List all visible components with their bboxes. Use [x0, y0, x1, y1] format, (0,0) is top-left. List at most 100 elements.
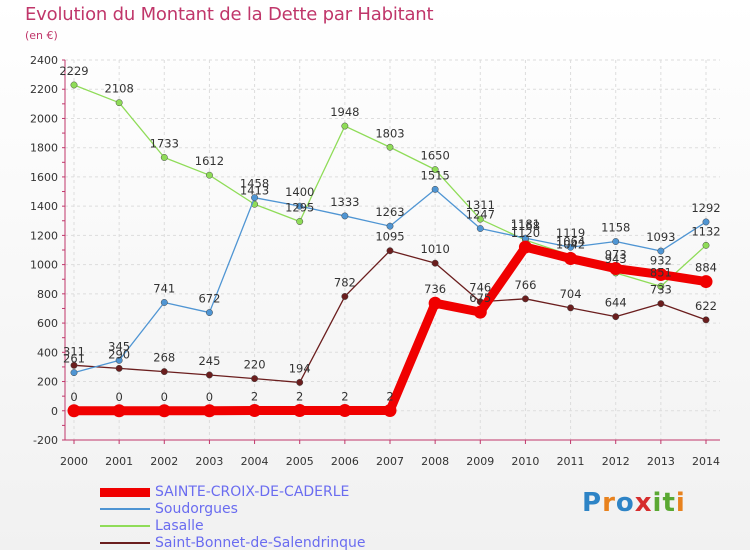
data-point [657, 282, 665, 290]
data-label: 1733 [150, 136, 179, 150]
data-point [296, 202, 304, 210]
chart-subtitle: (en €) [25, 29, 58, 42]
data-label: 0 [70, 390, 77, 404]
data-point [657, 300, 665, 308]
data-label: 932 [650, 254, 672, 268]
data-label: 622 [695, 299, 717, 313]
data-point [473, 305, 487, 319]
data-label: 2229 [59, 64, 88, 78]
legend-label: SAINTE-CROIX-DE-CADERLE [155, 484, 350, 500]
data-label: 1515 [421, 168, 450, 182]
data-point [431, 166, 439, 174]
data-label: 1093 [646, 230, 675, 244]
data-point [115, 99, 123, 107]
chart-title: Evolution du Montant de la Dette par Hab… [25, 4, 434, 25]
data-point [296, 218, 304, 225]
legend-swatch [100, 542, 150, 544]
data-point [476, 225, 484, 232]
data-point [702, 218, 710, 226]
data-label: 1247 [466, 208, 495, 222]
data-label: 736 [424, 282, 446, 296]
data-point [296, 378, 304, 386]
series-0 [70, 247, 710, 386]
logo-letter: o [615, 488, 635, 518]
y-tick-label: 1200 [30, 229, 58, 242]
data-label: 1458 [240, 177, 269, 191]
y-tick-label: 1400 [30, 200, 58, 213]
y-tick-label: 800 [37, 288, 58, 301]
x-tick-label: 2000 [60, 455, 88, 468]
data-label: 672 [198, 292, 220, 306]
y-tick-label: 0 [51, 405, 58, 418]
logo-letter: i [652, 488, 663, 518]
data-label: 2 [386, 389, 393, 403]
data-point [112, 404, 126, 418]
series-lines [67, 81, 713, 418]
x-tick-label: 2009 [466, 455, 494, 468]
data-label: 0 [161, 390, 168, 404]
data-label: 1010 [421, 242, 450, 256]
data-label: 1132 [691, 224, 720, 238]
data-point [386, 143, 394, 151]
data-label: 1400 [285, 185, 314, 199]
data-label: 1295 [285, 201, 314, 215]
data-label: 741 [153, 281, 175, 295]
proxiti-logo: Proxiti [582, 488, 686, 518]
data-point [115, 356, 123, 364]
data-point [431, 259, 439, 267]
data-label: 851 [650, 265, 672, 279]
data-label: 245 [198, 354, 220, 368]
data-point [341, 122, 349, 130]
data-point [431, 185, 439, 193]
data-point [609, 262, 623, 276]
data-point [293, 403, 307, 417]
axes: -200020040060080010001200140016001800200… [30, 54, 720, 468]
y-tick-label: 400 [37, 346, 58, 359]
data-label: 0 [206, 390, 213, 404]
data-label: 644 [605, 296, 627, 310]
data-label: 194 [289, 361, 311, 375]
data-point [70, 361, 78, 369]
data-label: 2108 [105, 82, 134, 96]
data-point [476, 215, 484, 223]
data-label: 1948 [330, 105, 359, 119]
data-point [205, 171, 213, 179]
data-label: 1803 [375, 126, 404, 140]
logo-letter: r [602, 488, 616, 518]
series-2 [70, 185, 710, 377]
data-label: 943 [605, 252, 627, 266]
data-label: 973 [605, 248, 627, 262]
data-label: 1120 [511, 226, 540, 240]
data-point [338, 403, 352, 417]
data-point [70, 369, 78, 377]
logo-letter: x [634, 488, 653, 518]
logo-letter: t [662, 488, 676, 518]
data-point [160, 299, 168, 306]
data-label: 1612 [195, 154, 224, 168]
x-tick-label: 2006 [331, 455, 359, 468]
data-label: 1333 [330, 195, 359, 209]
logo-letter: i [675, 488, 686, 518]
data-label: 746 [469, 281, 491, 295]
data-label: 1311 [466, 198, 495, 212]
y-tick-label: 1800 [30, 142, 58, 155]
data-point [251, 194, 259, 202]
x-tick-label: 2008 [421, 455, 449, 468]
data-point [205, 309, 213, 317]
x-tick-label: 2014 [692, 455, 720, 468]
y-tick-label: 200 [37, 376, 58, 389]
data-label: 1168 [511, 219, 540, 233]
data-point [383, 403, 397, 417]
x-tick-label: 2005 [286, 455, 314, 468]
data-point [702, 316, 710, 324]
data-label: 261 [63, 352, 85, 366]
y-tick-label: 2200 [30, 83, 58, 96]
y-tick-label: 1000 [30, 259, 58, 272]
data-label: 1119 [556, 226, 585, 240]
data-label: 884 [695, 261, 717, 275]
x-tick-label: 2012 [602, 455, 630, 468]
data-point [699, 275, 713, 289]
data-point [251, 375, 259, 383]
